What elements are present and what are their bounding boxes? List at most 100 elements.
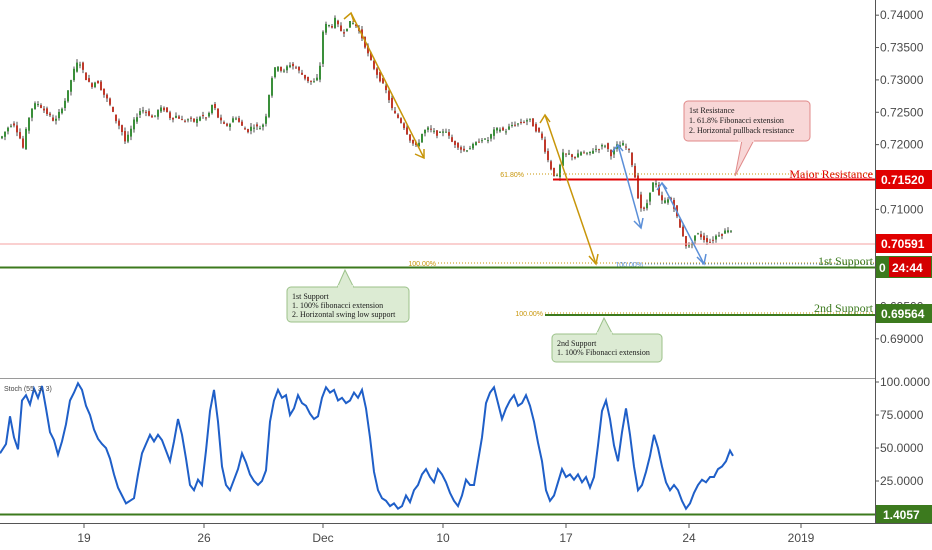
candle-up — [64, 100, 66, 108]
candle-up — [328, 25, 330, 27]
candle-up — [601, 144, 603, 147]
candle-up — [418, 142, 420, 147]
current-price-text: 0.70591 — [881, 237, 925, 251]
candle-down — [355, 24, 357, 27]
support1-price-tag: 0 24:44 — [876, 256, 932, 278]
candle-up — [646, 203, 648, 209]
candle-down — [409, 134, 411, 141]
support2-callout-title: 2nd Support — [557, 339, 597, 348]
candle-down — [436, 130, 438, 136]
fib-arrow-blue-1 — [611, 143, 644, 230]
fib-arrow-orange-1 — [343, 11, 425, 160]
candle-up — [160, 107, 162, 112]
resistance-callout: 1st Resistance 1. 61.8% Fibonacci extens… — [683, 100, 811, 177]
fib-arrow-blue-2 — [656, 181, 707, 266]
candle-up — [79, 64, 81, 66]
price-tick-label: 0.74000 — [880, 8, 924, 22]
stoch-axis: 100.0000 75.0000 50.0000 25.0000 — [875, 375, 930, 488]
candle-up — [445, 131, 447, 133]
candle-down — [22, 138, 24, 148]
candle-down — [40, 105, 42, 108]
candle-down — [13, 123, 15, 126]
price-tick-label: 0.73500 — [880, 41, 924, 55]
candle-down — [379, 72, 381, 82]
stoch-value-tag: 1.4057 — [876, 505, 932, 524]
fib-618-label: 61.80% — [500, 172, 524, 179]
candle-up — [250, 126, 252, 131]
price-tick-label: 0.69000 — [880, 332, 924, 346]
time-axis: 19 26 Dec 10 17 24 2019 — [77, 523, 815, 545]
candle-down — [301, 72, 303, 75]
stoch-tick-label: 50.0000 — [880, 441, 924, 455]
candle-down — [544, 139, 546, 152]
candle-up — [232, 118, 234, 123]
candle-up — [313, 81, 315, 83]
fib-100-label-2: 100.00% — [515, 311, 543, 318]
candle-up — [10, 125, 12, 127]
candle-up — [484, 138, 486, 140]
candle-down — [205, 117, 207, 119]
candle-up — [334, 17, 336, 28]
candle-down — [406, 127, 408, 135]
time-tick-label: 17 — [559, 531, 573, 545]
candle-down — [43, 108, 45, 111]
candle-down — [403, 123, 405, 129]
candle-up — [199, 117, 201, 121]
stoch-pane: Stoch (55, 3, 3) — [0, 381, 875, 516]
candle-up — [58, 111, 60, 119]
candle-up — [718, 235, 720, 237]
candle-up — [7, 127, 9, 132]
candle-up — [424, 130, 426, 134]
candle-up — [481, 140, 483, 142]
candle-down — [100, 81, 102, 91]
candle-up — [472, 143, 474, 149]
stoch-label: Stoch (55, 3, 3) — [4, 386, 52, 393]
candle-up — [133, 119, 135, 130]
candle-down — [121, 125, 123, 132]
candle-up — [142, 110, 144, 112]
candle-up — [433, 130, 435, 132]
candle-up — [319, 65, 321, 80]
candle-down — [220, 117, 222, 121]
candle-down — [106, 94, 108, 99]
candle-up — [694, 235, 696, 241]
time-tick-label: Dec — [312, 531, 333, 545]
candle-down — [202, 114, 204, 117]
candle-up — [562, 152, 564, 166]
candle-up — [349, 21, 351, 28]
candle-down — [430, 128, 432, 130]
candle-down — [247, 129, 249, 133]
candle-up — [508, 126, 510, 130]
candle-down — [457, 142, 459, 148]
candle-down — [598, 149, 600, 151]
candle-down — [82, 62, 84, 70]
candle-down — [565, 153, 567, 155]
candle-up — [208, 112, 210, 117]
candle-up — [61, 108, 63, 114]
candle-up — [487, 140, 489, 142]
price-tick-label: 0.71000 — [880, 202, 924, 216]
candle-down — [607, 143, 609, 150]
candle-down — [49, 113, 51, 116]
candle-down — [685, 236, 687, 247]
candle-up — [577, 153, 579, 158]
stoch-line — [0, 381, 734, 511]
candle-down — [19, 132, 21, 139]
candle-down — [151, 115, 153, 118]
candle-up — [253, 127, 255, 129]
resistance-callout-line1: 1. 61.8% Fibonacci extension — [689, 116, 784, 125]
candle-up — [139, 111, 141, 115]
candle-up — [322, 31, 324, 64]
candle-up — [274, 67, 276, 78]
candle-down — [478, 141, 480, 143]
candle-up — [34, 103, 36, 109]
candle-down — [397, 114, 399, 118]
support1-callout-line2: 2. Horizontal swing low support — [292, 310, 396, 319]
candle-down — [448, 132, 450, 136]
candle-up — [268, 94, 270, 117]
candle-up — [187, 119, 189, 121]
candle-down — [532, 118, 534, 127]
candle-down — [238, 118, 240, 122]
candle-up — [352, 23, 354, 25]
candle-down — [682, 226, 684, 237]
